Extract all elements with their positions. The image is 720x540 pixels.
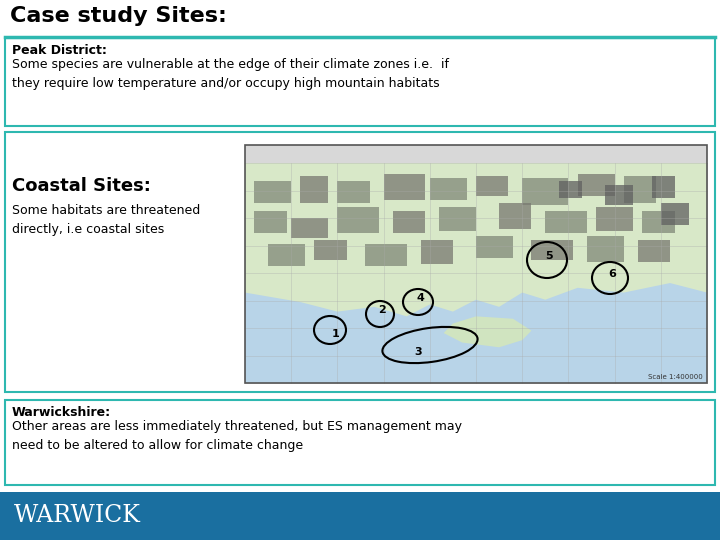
FancyBboxPatch shape [577, 174, 615, 196]
FancyBboxPatch shape [315, 240, 346, 260]
FancyBboxPatch shape [338, 207, 379, 233]
FancyBboxPatch shape [393, 211, 426, 233]
FancyBboxPatch shape [245, 145, 707, 163]
FancyBboxPatch shape [624, 176, 656, 202]
Text: 3: 3 [414, 347, 422, 357]
FancyBboxPatch shape [522, 178, 568, 205]
FancyBboxPatch shape [596, 207, 633, 231]
FancyBboxPatch shape [559, 180, 582, 198]
Text: 6: 6 [608, 269, 616, 279]
FancyBboxPatch shape [300, 176, 328, 202]
FancyBboxPatch shape [652, 176, 675, 198]
Text: 5: 5 [545, 251, 553, 261]
Text: Coastal Sites:: Coastal Sites: [12, 177, 151, 195]
FancyBboxPatch shape [384, 174, 426, 200]
Polygon shape [245, 163, 707, 316]
FancyBboxPatch shape [439, 207, 476, 231]
FancyBboxPatch shape [531, 240, 573, 260]
FancyBboxPatch shape [5, 400, 715, 485]
Text: Other areas are less immediately threatened, but ES management may
need to be al: Other areas are less immediately threate… [12, 420, 462, 451]
Text: 1: 1 [332, 329, 340, 339]
FancyBboxPatch shape [638, 240, 670, 262]
FancyBboxPatch shape [476, 235, 513, 258]
Text: Warwickshire:: Warwickshire: [12, 406, 111, 419]
FancyBboxPatch shape [642, 211, 675, 233]
FancyBboxPatch shape [430, 178, 467, 200]
Text: 4: 4 [416, 293, 424, 303]
FancyBboxPatch shape [5, 38, 715, 126]
FancyBboxPatch shape [587, 235, 624, 262]
FancyBboxPatch shape [499, 202, 531, 229]
FancyBboxPatch shape [0, 492, 720, 540]
Polygon shape [444, 316, 531, 347]
FancyBboxPatch shape [268, 245, 305, 266]
Text: Scale 1:400000: Scale 1:400000 [648, 374, 703, 380]
Text: Some species are vulnerable at the edge of their climate zones i.e.  if
they req: Some species are vulnerable at the edge … [12, 58, 449, 90]
FancyBboxPatch shape [545, 211, 587, 233]
FancyBboxPatch shape [291, 218, 328, 238]
FancyBboxPatch shape [365, 245, 407, 266]
Text: 2: 2 [378, 305, 386, 315]
FancyBboxPatch shape [338, 180, 370, 202]
FancyBboxPatch shape [476, 176, 508, 196]
Text: Case study Sites:: Case study Sites: [10, 6, 227, 26]
FancyBboxPatch shape [5, 132, 715, 392]
Text: Peak District:: Peak District: [12, 44, 107, 57]
FancyBboxPatch shape [661, 202, 688, 225]
FancyBboxPatch shape [420, 240, 453, 264]
FancyBboxPatch shape [606, 185, 633, 205]
FancyBboxPatch shape [254, 211, 287, 233]
FancyBboxPatch shape [245, 145, 707, 383]
FancyBboxPatch shape [254, 180, 291, 202]
Text: Some habitats are threatened
directly, i.e coastal sites: Some habitats are threatened directly, i… [12, 204, 200, 236]
Text: WARWICK: WARWICK [14, 504, 141, 528]
